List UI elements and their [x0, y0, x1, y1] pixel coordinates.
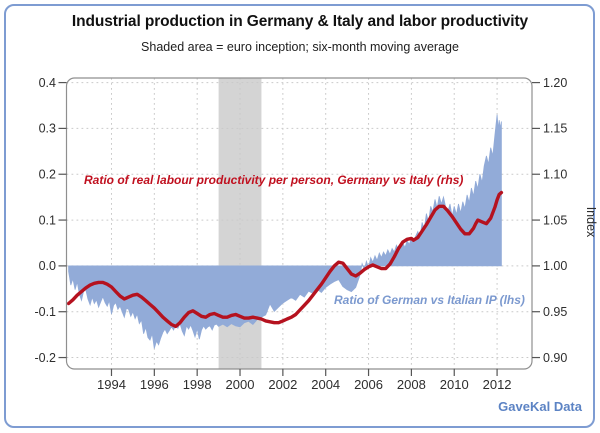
x-axis-tick-label: 2002	[268, 377, 297, 392]
left-axis-tick-label: 0.1	[39, 213, 56, 227]
area-series-ip-ratio	[68, 114, 502, 349]
x-axis-tick-label: 2004	[311, 377, 340, 392]
left-axis-tick-label: -0.2	[34, 351, 56, 365]
right-axis-tick-label: 1.15	[543, 122, 567, 136]
credit-gavekal: GaveKal Data	[498, 399, 582, 414]
right-axis-tick-label: 1.20	[543, 76, 567, 90]
x-axis-tick-label: 2012	[483, 377, 512, 392]
right-axis-title: Index	[584, 207, 598, 238]
annotation-ip-lhs: Ratio of German vs Italian IP (lhs)	[334, 293, 525, 307]
x-axis-tick-label: 1996	[140, 377, 169, 392]
x-axis-tick-label: 1998	[183, 377, 212, 392]
left-axis-tick-label: 0.2	[39, 168, 56, 182]
plot-frame	[65, 77, 533, 370]
left-axis-tick-label: 0.3	[39, 122, 56, 136]
plot-inner	[66, 78, 532, 369]
line-series-productivity-ratio	[66, 190, 504, 329]
right-axis-tick-label: 1.10	[543, 168, 567, 182]
right-axis-tick-label: 1.05	[543, 213, 567, 227]
chart-subtitle: Shaded area = euro inception; six-month …	[141, 40, 459, 54]
right-axis-tick-label: 0.90	[543, 351, 567, 365]
x-axis-tick-label: 2000	[226, 377, 255, 392]
x-axis-tick-label: 2006	[354, 377, 383, 392]
x-axis-tick-label: 1994	[97, 377, 126, 392]
chart-title: Industrial production in Germany & Italy…	[71, 13, 529, 30]
annotation-productivity-rhs: Ratio of real labour productivity per pe…	[84, 173, 464, 187]
x-axis-tick-label: 2008	[397, 377, 426, 392]
x-axis-tick-label: 2010	[440, 377, 469, 392]
right-axis-tick-label: 1.00	[543, 259, 567, 273]
left-axis-tick-label: 0.4	[39, 76, 56, 90]
right-axis-tick-label: 0.95	[543, 305, 567, 319]
left-axis-tick-label: 0.0	[39, 259, 56, 273]
left-axis-tick-label: -0.1	[34, 305, 56, 319]
